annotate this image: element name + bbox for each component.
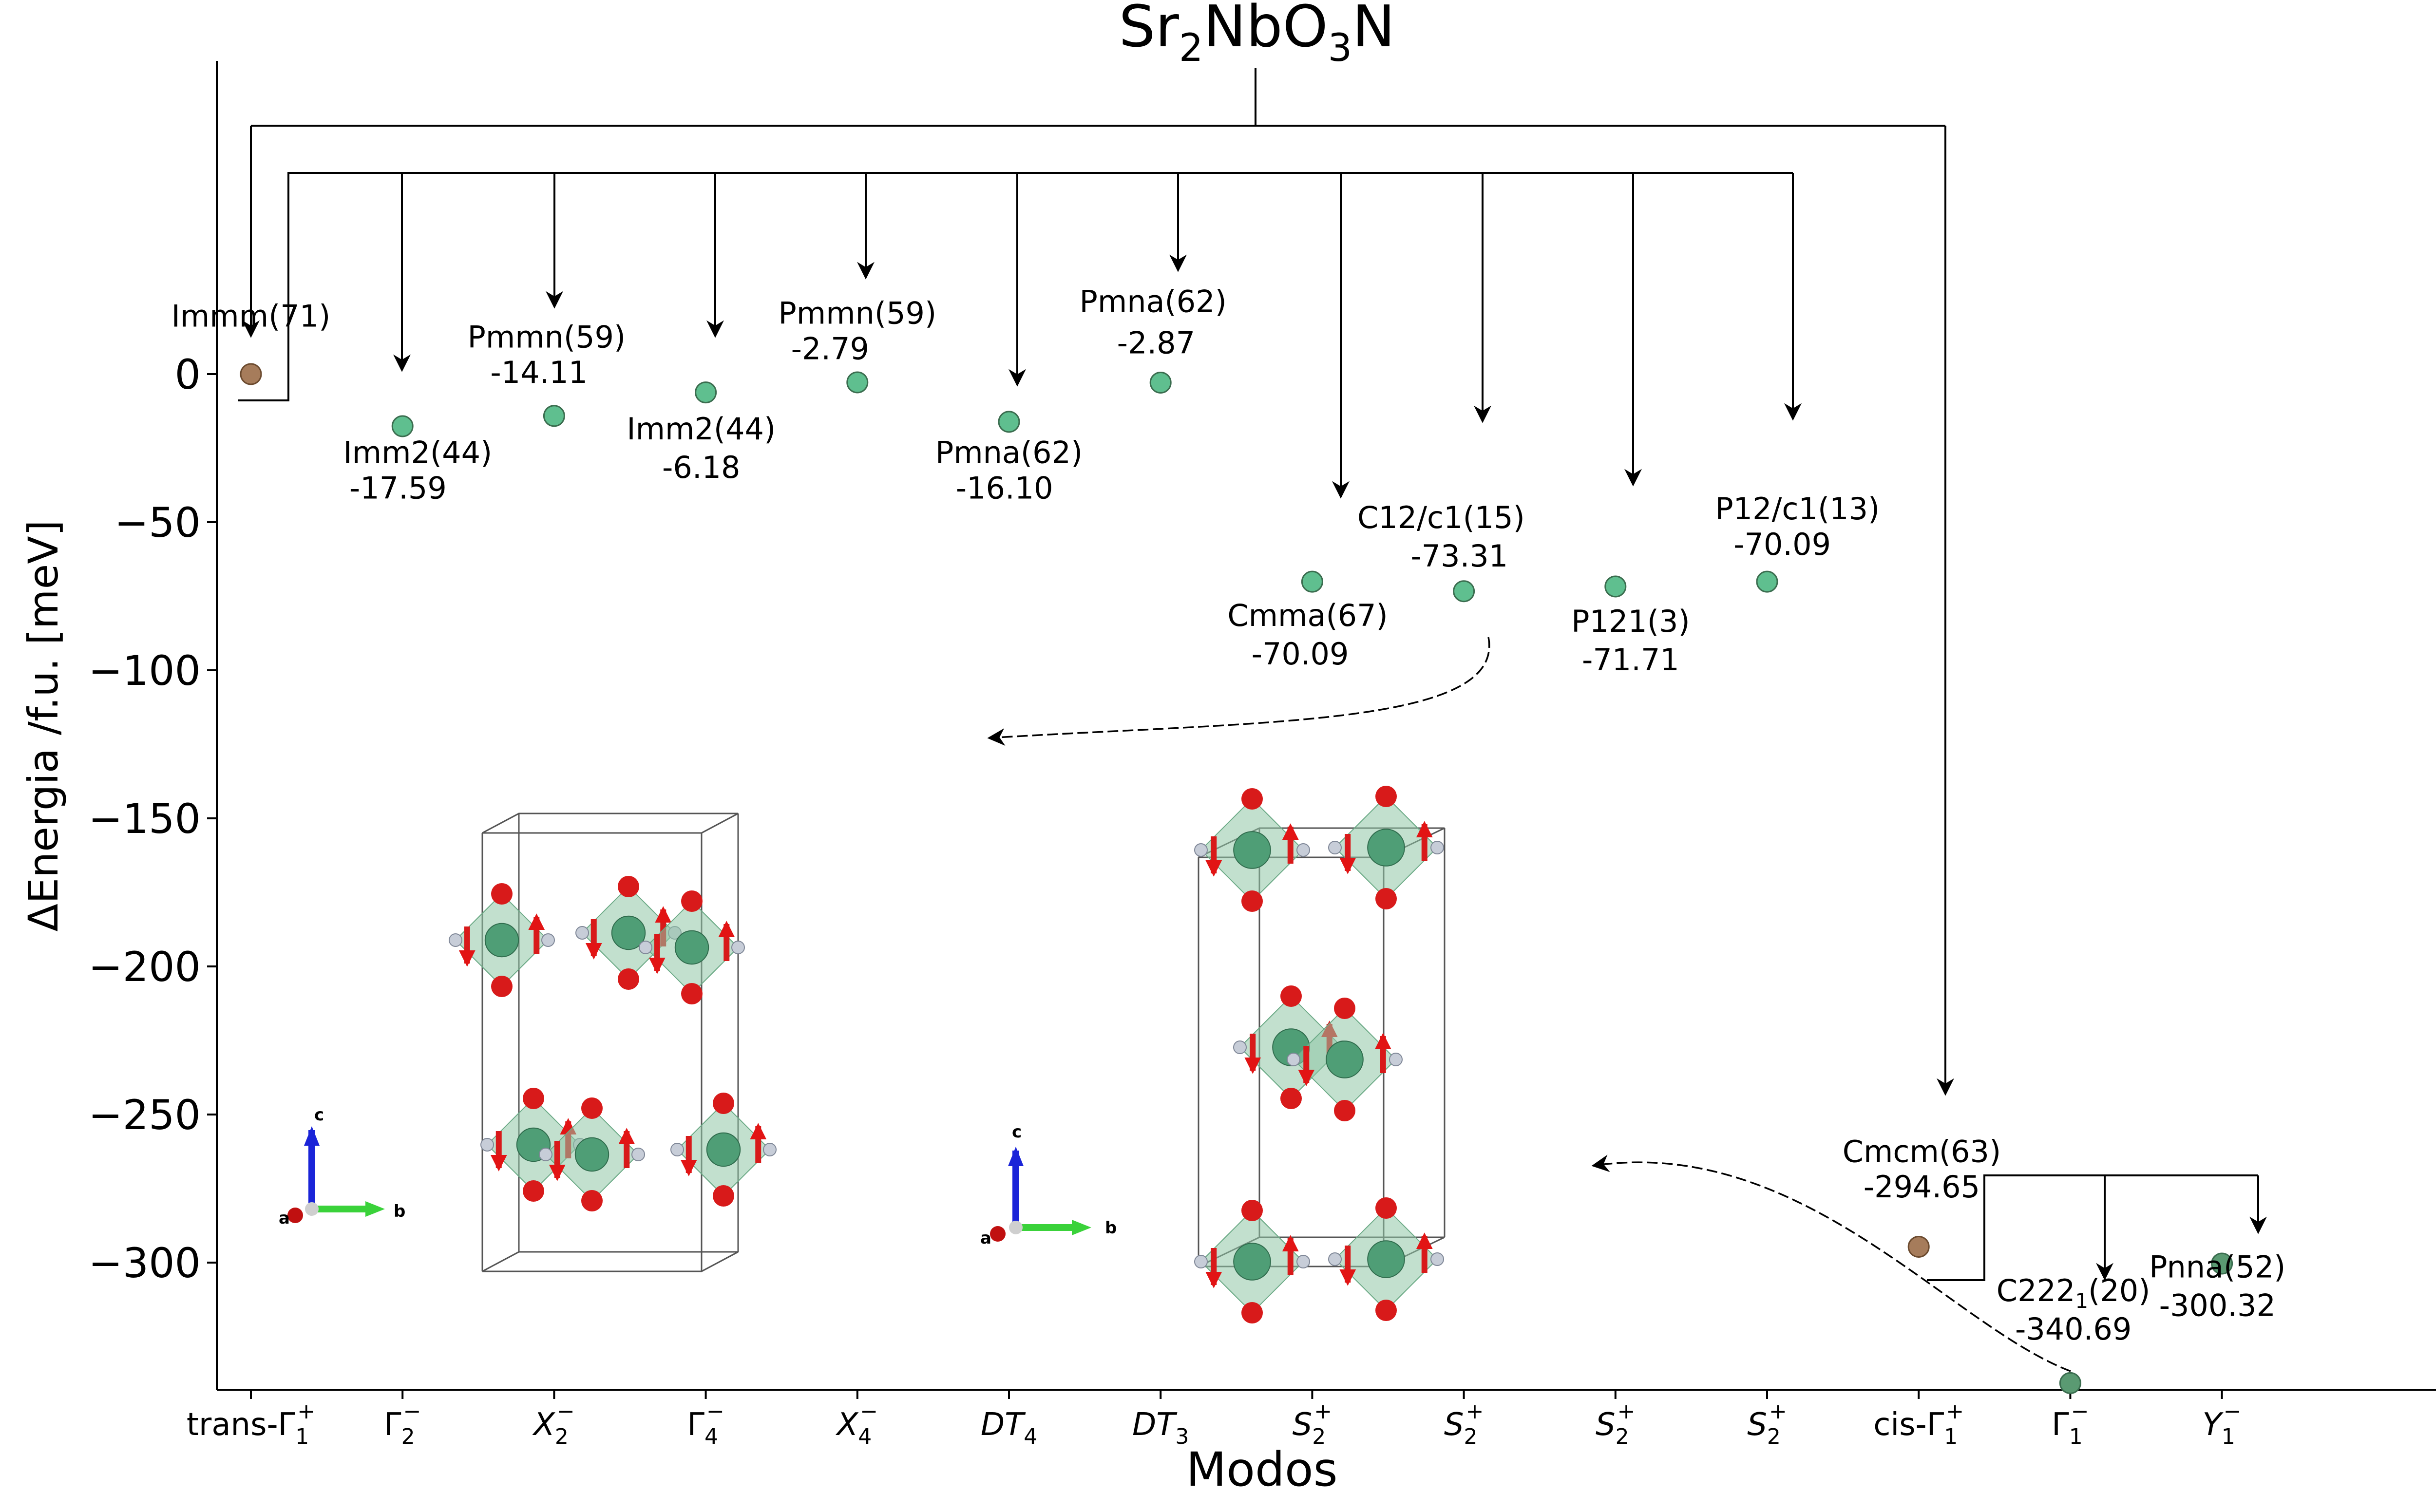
data-point <box>1301 570 1323 593</box>
point-annotation: Cmcm(63) <box>1843 1134 2001 1169</box>
axis3d-b: b <box>394 1202 405 1221</box>
y-tick-label: −50 <box>114 499 201 547</box>
x-ticks: trans-Γ1+ Γ2− X2− Γ4− X4− DT4 DT3 S2+ S2+ S2+ S2+ c… <box>187 1390 2242 1449</box>
axis3d-b-2: b <box>1105 1218 1117 1238</box>
x-tick-label: trans-Γ1+ <box>187 1399 315 1449</box>
data-points <box>240 363 2233 1394</box>
point-annotation: -294.65 <box>1864 1169 1980 1205</box>
y-tick-label: −300 <box>88 1239 201 1287</box>
x-tick-label: Y1− <box>2203 1399 2242 1449</box>
point-annotation: P121(3) <box>1571 604 1690 639</box>
axis3d-c: c <box>314 1105 324 1125</box>
point-annotation: -73.31 <box>1410 538 1508 574</box>
axis3d-a-2: a <box>980 1228 991 1248</box>
x-tick-label: cis-Γ1+ <box>1873 1399 1964 1449</box>
data-point <box>998 411 1020 433</box>
x-tick-label: DT4 <box>981 1407 1037 1449</box>
y-tick-label: −150 <box>88 795 201 843</box>
point-annotation: C12/c1(15) <box>1357 500 1525 535</box>
x-tick-label: Γ4− <box>687 1399 724 1449</box>
point-annotation: -70.09 <box>1252 636 1349 672</box>
axes <box>216 61 2436 1391</box>
crystal-structure-right <box>1194 786 1446 1323</box>
x-tick-label: S2+ <box>1444 1399 1484 1449</box>
y-axis-label: ΔEnergia /f.u. [meV] <box>19 520 67 932</box>
data-point <box>1149 371 1172 394</box>
point-annotation: Pmna(62) <box>1079 284 1226 319</box>
point-annotation: -17.59 <box>349 470 447 506</box>
data-point <box>543 405 565 427</box>
point-annotation: -300.32 <box>2159 1287 2276 1323</box>
y-tick-label: −200 <box>88 943 201 991</box>
y-ticks: 0 −50 −100 −150 −200 −250 −300 <box>88 351 217 1287</box>
crystal-structure-left <box>449 813 777 1272</box>
point-annotation: Imm2(44) <box>343 435 492 470</box>
data-point <box>391 415 414 437</box>
point-annotation: -2.79 <box>791 331 869 367</box>
x-tick-label: S2+ <box>1747 1399 1787 1449</box>
point-annotation: Pmna(62) <box>935 435 1083 470</box>
point-annotation: Immm(71) <box>171 299 331 334</box>
point-annotation: -6.18 <box>662 450 740 485</box>
data-point <box>2059 1372 2081 1394</box>
chart-title: Sr2NbO3N <box>1119 0 1395 70</box>
x-tick-label: X4− <box>835 1399 878 1449</box>
point-annotation: -2.87 <box>1117 325 1195 360</box>
x-tick-label: X2− <box>532 1399 575 1449</box>
y-tick-label: 0 <box>175 351 201 398</box>
axis3d-a: a <box>279 1209 290 1228</box>
x-tick-label: S2+ <box>1293 1399 1332 1449</box>
data-point <box>1756 570 1778 593</box>
transition-tree <box>238 68 2267 1372</box>
y-tick-label: −100 <box>88 647 201 695</box>
x-tick-label: Γ2− <box>384 1399 421 1449</box>
x-tick-label: DT3 <box>1132 1407 1189 1449</box>
point-annotation: -70.09 <box>1733 527 1831 562</box>
point-annotation: -71.71 <box>1582 642 1679 678</box>
x-tick-label: Γ1− <box>2052 1399 2089 1449</box>
point-annotations: Immm(71)Imm2(44)-17.59Pmmn(59)-14.11Imm2… <box>171 284 2286 1347</box>
x-axis-label: Modos <box>1186 1442 1337 1497</box>
point-annotation: -340.69 <box>2015 1311 2132 1347</box>
point-annotation: -14.11 <box>490 355 588 390</box>
point-annotation: Imm2(44) <box>627 411 776 447</box>
data-point <box>2211 1252 2233 1275</box>
data-point <box>1604 575 1627 598</box>
data-point <box>695 381 717 404</box>
data-point <box>1453 580 1475 603</box>
data-point <box>1907 1235 1930 1258</box>
point-annotation: P12/c1(13) <box>1715 491 1880 527</box>
axes-indicator-left: c a b <box>279 1105 405 1228</box>
y-tick-label: −250 <box>88 1091 201 1139</box>
point-annotation: Pmmn(59) <box>467 319 626 355</box>
data-point <box>846 371 869 394</box>
x-tick-label: S2+ <box>1596 1399 1636 1449</box>
point-annotation: Pnna(52) <box>2149 1249 2285 1285</box>
point-annotation: Cmma(67) <box>1227 598 1388 633</box>
annotation-c2221: C2221(20) <box>1997 1273 2151 1313</box>
point-annotation: -16.10 <box>956 470 1053 506</box>
axes-indicator-right: c a b <box>980 1122 1117 1248</box>
point-annotation: Pmmn(59) <box>778 296 936 331</box>
data-point <box>240 363 262 385</box>
axis3d-c-2: c <box>1012 1122 1022 1142</box>
